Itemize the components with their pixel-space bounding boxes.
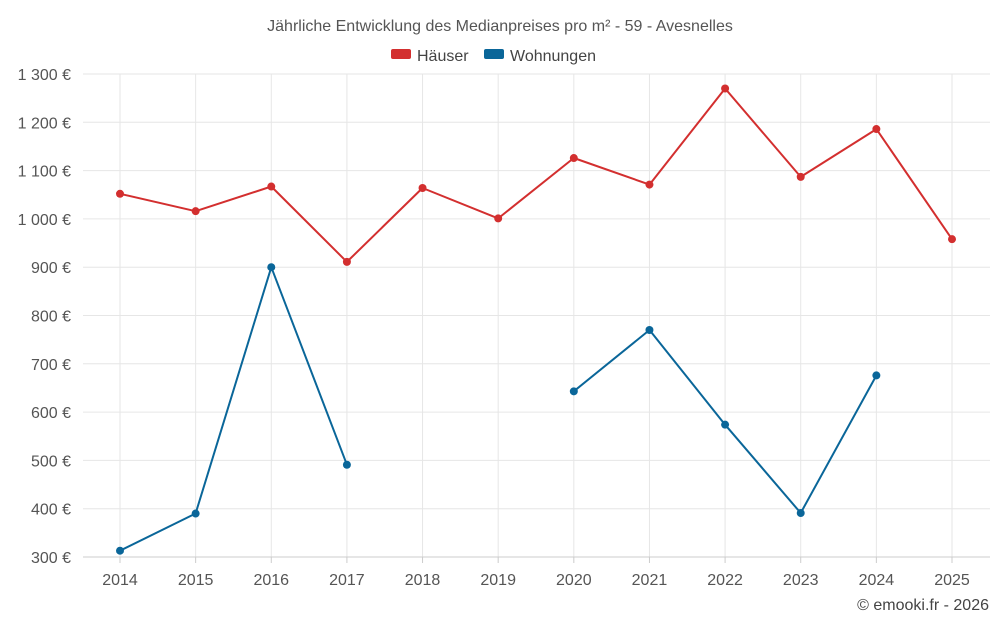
x-tick-label: 2021 bbox=[632, 572, 668, 589]
legend-item-haeuser[interactable]: Häuser bbox=[391, 48, 469, 65]
credit-text: © emooki.fr - 2026 bbox=[857, 597, 989, 614]
y-tick-label: 1 000 € bbox=[18, 212, 71, 229]
data-point[interactable] bbox=[494, 214, 503, 223]
x-tick-label: 2022 bbox=[707, 572, 743, 589]
x-tick-label: 2017 bbox=[329, 572, 365, 589]
data-point[interactable] bbox=[191, 207, 200, 216]
legend-swatch-haeuser bbox=[391, 49, 411, 59]
data-point[interactable] bbox=[948, 235, 956, 244]
y-tick-label: 300 € bbox=[31, 550, 71, 567]
data-point[interactable] bbox=[796, 509, 805, 518]
x-axis: 2014 2015 2016 2017 2018 2019 2020 2021 2022 2023… bbox=[83, 556, 990, 589]
x-tick-label: 2023 bbox=[783, 572, 819, 589]
x-tick-label: 2019 bbox=[480, 572, 516, 589]
data-point[interactable] bbox=[872, 371, 881, 380]
grid bbox=[83, 73, 990, 558]
data-point[interactable] bbox=[872, 125, 881, 134]
y-tick-label: 400 € bbox=[31, 502, 71, 519]
legend: Häuser Wohnungen bbox=[391, 48, 596, 65]
series-wohnungen bbox=[116, 263, 881, 555]
x-tick-label: 2015 bbox=[178, 572, 214, 589]
data-point[interactable] bbox=[191, 509, 200, 518]
data-point[interactable] bbox=[116, 546, 124, 555]
series-line bbox=[119, 266, 348, 552]
legend-item-wohnungen[interactable]: Wohnungen bbox=[484, 48, 596, 65]
x-tick-label: 2020 bbox=[556, 572, 592, 589]
series-line bbox=[119, 87, 953, 263]
series-haeuser bbox=[116, 84, 956, 266]
legend-swatch-wohnungen bbox=[484, 49, 504, 59]
data-point[interactable] bbox=[645, 325, 654, 334]
chart-title: Jährliche Entwicklung des Medianpreises … bbox=[267, 18, 733, 35]
data-point[interactable] bbox=[267, 263, 276, 272]
data-point[interactable] bbox=[342, 257, 351, 266]
y-tick-label: 1 100 € bbox=[18, 164, 71, 181]
y-tick-label: 1 200 € bbox=[18, 115, 71, 132]
y-axis: 300 € 400 € 500 € 600 € 700 € 800 € 900 € 1 000… bbox=[18, 67, 71, 567]
x-tick-label: 2025 bbox=[934, 572, 970, 589]
data-point[interactable] bbox=[569, 387, 578, 396]
data-point[interactable] bbox=[569, 154, 578, 163]
legend-label-haeuser: Häuser bbox=[417, 48, 469, 65]
y-tick-label: 800 € bbox=[31, 309, 71, 326]
y-tick-label: 900 € bbox=[31, 260, 71, 277]
data-point[interactable] bbox=[418, 183, 427, 192]
y-tick-label: 600 € bbox=[31, 405, 71, 422]
data-point[interactable] bbox=[721, 84, 730, 93]
x-tick-label: 2018 bbox=[405, 572, 441, 589]
y-tick-label: 1 300 € bbox=[18, 67, 71, 84]
x-tick-label: 2016 bbox=[253, 572, 289, 589]
y-tick-label: 700 € bbox=[31, 357, 71, 374]
data-point[interactable] bbox=[267, 182, 276, 191]
data-point[interactable] bbox=[721, 420, 730, 429]
y-tick-label: 500 € bbox=[31, 453, 71, 470]
data-point[interactable] bbox=[645, 180, 654, 189]
legend-label-wohnungen: Wohnungen bbox=[510, 48, 596, 65]
series-layer bbox=[116, 84, 956, 555]
data-point[interactable] bbox=[796, 172, 805, 181]
data-point[interactable] bbox=[342, 460, 351, 469]
x-tick-label: 2014 bbox=[102, 572, 138, 589]
data-point[interactable] bbox=[116, 189, 124, 198]
x-tick-label: 2024 bbox=[859, 572, 895, 589]
